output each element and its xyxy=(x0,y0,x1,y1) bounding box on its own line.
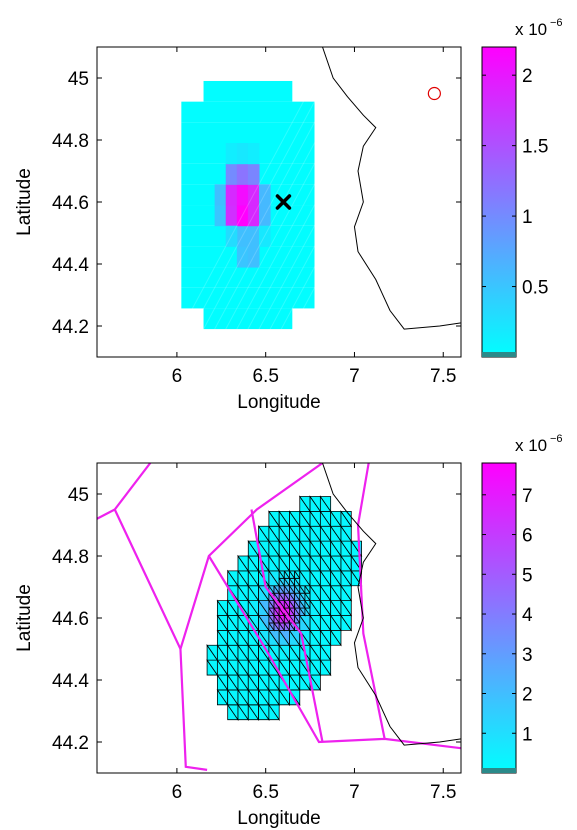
colorbar-tick-label: 1.5 xyxy=(522,137,548,158)
x-axis-label: Longitude xyxy=(237,392,320,413)
colorbar-tick-label: 3 xyxy=(522,645,533,666)
heatmap-cell xyxy=(259,205,271,227)
heatmap-row xyxy=(203,308,293,330)
heatmap-row xyxy=(203,80,293,102)
colorbar-exponent-power: −6 xyxy=(550,17,563,29)
colorbar-tick-label: 1 xyxy=(522,207,533,228)
colorbar-base xyxy=(482,352,516,357)
y-tick-label: 44.2 xyxy=(52,317,89,338)
heatmap-cell xyxy=(236,225,249,247)
texture-line xyxy=(180,80,315,330)
y-axis-label: Latitude xyxy=(14,168,35,236)
colorbar-exponent: x 10 xyxy=(515,436,547,455)
heatmap-cell xyxy=(259,225,271,247)
heatmap-cell xyxy=(236,205,249,227)
heatmap-cell xyxy=(225,225,238,247)
plot-area xyxy=(97,463,461,771)
heatmap-row xyxy=(181,287,315,309)
x-tick-label: 7.5 xyxy=(430,782,456,803)
heatmap-cell xyxy=(225,184,238,206)
heatmap-cell xyxy=(247,143,260,165)
colorbar-tick-label: 5 xyxy=(522,565,533,586)
heatmap-cell xyxy=(236,246,249,268)
heatmap-cell xyxy=(214,184,227,206)
heatmap-cell xyxy=(225,163,238,185)
colorbar xyxy=(481,46,517,358)
texture-line xyxy=(325,80,460,330)
heatmap-cell xyxy=(247,205,260,227)
heatmap-cell xyxy=(225,205,238,227)
texture-line xyxy=(247,80,382,330)
y-tick-label: 45 xyxy=(68,485,89,506)
y-tick-label: 44.6 xyxy=(52,609,89,630)
colorbar-exponent: x 10 xyxy=(515,20,547,39)
x-axis-label: Longitude xyxy=(237,808,320,829)
texture-line xyxy=(203,80,338,330)
border-line xyxy=(356,463,386,740)
texture-line xyxy=(236,80,371,330)
bottom-panel: 6 6.5 7 7.544.244.444.644.845LongitudeLatit… xyxy=(14,433,563,829)
colorbar-base xyxy=(482,768,516,773)
coastline xyxy=(322,463,461,746)
y-tick-label: 44.8 xyxy=(52,131,89,152)
top-panel: 6 6.5 7 7.5 44.2 44.4 44.6 44.8 45 Longitude Latit… xyxy=(14,17,563,413)
heatmap-cell xyxy=(236,143,249,165)
heatmap-cell xyxy=(247,184,260,206)
colorbar-tick-label: 1 xyxy=(522,724,533,745)
texture-line xyxy=(302,80,438,330)
border-line xyxy=(179,648,208,771)
texture-line xyxy=(280,80,415,330)
heatmap-row xyxy=(181,267,315,288)
y-tick-label: 45 xyxy=(68,69,89,90)
x-tick-label: 6.5 xyxy=(252,782,278,803)
texture-line xyxy=(336,96,461,330)
x-tick-label: 6 xyxy=(172,782,183,803)
x-tick-label: 7 xyxy=(349,782,360,803)
mesh-triangle xyxy=(319,496,332,513)
colorbar-tick-label: 2 xyxy=(522,685,533,706)
x-tick-label: 6.5 xyxy=(252,366,278,387)
colorbar xyxy=(481,462,517,774)
heatmap-cell xyxy=(259,184,271,206)
colorbar-tick-label: 2 xyxy=(522,66,533,87)
source-marker xyxy=(275,194,292,210)
y-tick-label: 44.4 xyxy=(52,671,89,692)
texture-line xyxy=(291,80,426,330)
colorbar-tick-label: 7 xyxy=(522,486,533,507)
border-line xyxy=(97,463,152,520)
plot-area xyxy=(180,47,461,330)
heatmap-row xyxy=(181,101,315,123)
heatmap-cell xyxy=(236,163,249,185)
heatmap-cell xyxy=(225,143,238,165)
colorbar-tick-label: 0.5 xyxy=(522,278,548,299)
colorbar-exponent-power: −6 xyxy=(550,433,563,445)
border-line xyxy=(207,555,461,750)
heatmap-cell xyxy=(247,225,260,247)
y-tick-label: 44.6 xyxy=(52,193,89,214)
colorbar-tick-label: 4 xyxy=(522,605,533,626)
y-tick-label: 44.4 xyxy=(52,255,89,276)
y-tick-label: 44.2 xyxy=(52,733,89,754)
x-tick-label: 7 xyxy=(349,366,360,387)
heatmap-cell xyxy=(236,184,249,206)
border-line xyxy=(250,509,324,743)
x-tick-label: 7.5 xyxy=(430,366,456,387)
station-marker xyxy=(427,86,441,101)
heatmap-cell xyxy=(247,246,260,268)
heatmap-cell xyxy=(247,163,260,185)
texture-line xyxy=(191,80,327,330)
y-axis-label: Latitude xyxy=(14,584,35,652)
heatmap-row xyxy=(181,122,315,144)
colorbar-tick-label: 6 xyxy=(522,526,533,547)
texture-line xyxy=(269,80,404,330)
y-tick-label: 44.8 xyxy=(52,547,89,568)
texture-line xyxy=(225,80,360,330)
x-tick-label: 6 xyxy=(172,366,183,387)
heatmap-cell xyxy=(214,205,227,227)
coastline xyxy=(322,47,461,330)
texture-line xyxy=(314,80,449,330)
